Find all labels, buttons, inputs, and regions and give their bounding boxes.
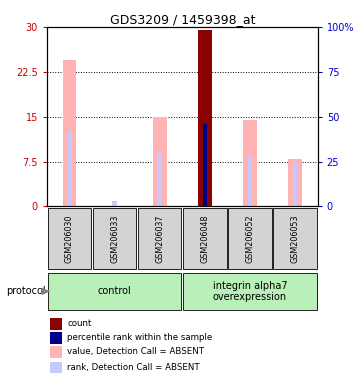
Text: percentile rank within the sample: percentile rank within the sample [67, 333, 213, 343]
Bar [288, 159, 302, 207]
Text: control: control [98, 286, 131, 296]
Text: GSM206048: GSM206048 [200, 214, 209, 263]
Text: GSM206052: GSM206052 [245, 214, 255, 263]
Bar [273, 209, 317, 268]
Bar [112, 201, 117, 207]
Bar [50, 332, 62, 344]
Bar [228, 209, 272, 268]
Bar [138, 209, 182, 268]
Bar [50, 346, 62, 358]
Text: protocol: protocol [6, 286, 45, 296]
Bar [50, 318, 62, 329]
Bar [48, 209, 91, 268]
Bar [67, 132, 72, 207]
Bar [153, 117, 166, 207]
Bar [157, 152, 162, 207]
Bar [293, 162, 297, 207]
Bar [248, 155, 252, 207]
Text: GSM206037: GSM206037 [155, 214, 164, 263]
Bar [198, 30, 212, 207]
Bar [243, 120, 257, 207]
Text: GSM206053: GSM206053 [291, 214, 300, 263]
Text: GSM206030: GSM206030 [65, 214, 74, 263]
Bar [203, 124, 207, 207]
Bar [50, 362, 62, 373]
Bar [183, 273, 317, 310]
Text: rank, Detection Call = ABSENT: rank, Detection Call = ABSENT [67, 363, 200, 372]
Text: value, Detection Call = ABSENT: value, Detection Call = ABSENT [67, 348, 204, 356]
Bar [183, 209, 227, 268]
Title: GDS3209 / 1459398_at: GDS3209 / 1459398_at [109, 13, 255, 26]
Text: GSM206033: GSM206033 [110, 214, 119, 263]
Bar [63, 60, 76, 207]
Bar [93, 209, 136, 268]
Text: integrin alpha7
overexpression: integrin alpha7 overexpression [213, 281, 287, 302]
Bar [48, 273, 182, 310]
Text: count: count [67, 319, 92, 328]
